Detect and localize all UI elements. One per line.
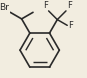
Text: F: F [68, 21, 73, 30]
Text: F: F [43, 1, 48, 10]
Text: F: F [67, 1, 72, 10]
Text: Br: Br [0, 2, 9, 12]
